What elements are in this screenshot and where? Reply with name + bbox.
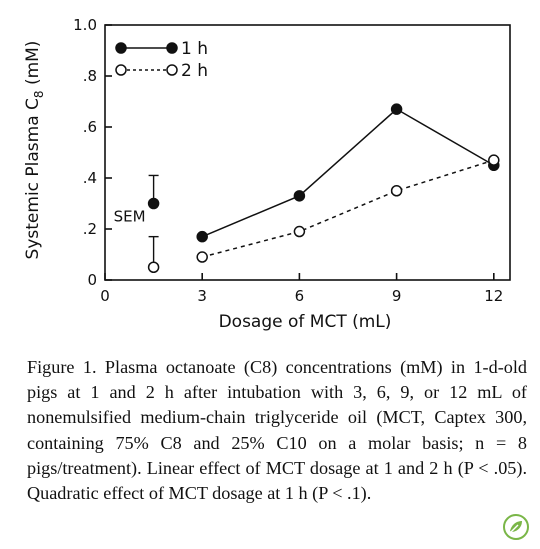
data-point (196, 251, 208, 263)
sem-label: SEM (114, 207, 146, 225)
axes (104, 24, 511, 281)
data-point (390, 103, 403, 115)
y-axis-label-unit: (mM) (23, 41, 43, 91)
legend-marker (115, 42, 127, 54)
y-axis-label-subscript: 8 (32, 90, 46, 98)
legend: 1 h2 h (115, 39, 208, 81)
sem-layer: SEM (114, 174, 160, 273)
y-tick-label: .6 (83, 118, 97, 136)
data-point (293, 190, 306, 202)
legend-label: 1 h (181, 39, 208, 59)
caption-text: Figure 1. Plasma octanoate (C8) concentr… (27, 357, 527, 504)
series-layer (196, 103, 500, 263)
legend-marker (166, 42, 178, 54)
data-point (196, 230, 208, 243)
plot-frame (104, 24, 511, 281)
data-point (293, 225, 306, 238)
x-tick-label: 3 (197, 287, 207, 305)
x-tick-label: 0 (100, 287, 110, 305)
x-tick-label: 12 (484, 287, 503, 305)
data-point (390, 185, 403, 197)
data-point (488, 154, 500, 166)
legend-marker (115, 64, 127, 76)
series-line (201, 108, 495, 238)
y-tick-label: 1.0 (73, 16, 97, 34)
legend-marker (166, 64, 178, 76)
x-tick-label: 9 (392, 287, 402, 305)
y-tick-label: .2 (83, 220, 97, 238)
y-tick-label: 0 (87, 271, 97, 289)
chart: 0 3 6 9 12 0 .2 .4 .6 .8 1.0 SEM 1 h2 h Dosage of … (23, 16, 511, 332)
sem-point (147, 261, 160, 273)
x-tick-label: 6 (295, 287, 305, 305)
sem-point (147, 197, 160, 210)
x-axis-label: Dosage of MCT (mL) (219, 312, 392, 332)
ticks: 0 3 6 9 12 0 .2 .4 .6 .8 1.0 (73, 16, 503, 305)
legend-label: 2 h (181, 61, 208, 81)
leaf-badge-icon (503, 514, 529, 540)
y-axis-label-main: Systemic Plasma C (23, 98, 43, 259)
y-axis-label: Systemic Plasma C8 (mM) (23, 41, 46, 260)
y-tick-label: .4 (83, 169, 97, 187)
figure-caption: Figure 1. Plasma octanoate (C8) concentr… (27, 355, 527, 506)
y-tick-label: .8 (83, 67, 97, 85)
series-line (202, 159, 495, 258)
